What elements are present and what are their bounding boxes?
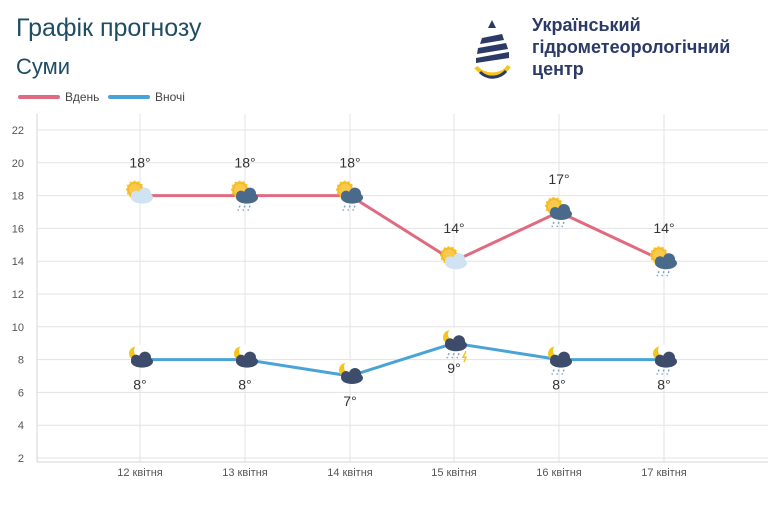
- legend-item-day[interactable]: Вдень: [18, 90, 99, 104]
- legend-label-night: Вночі: [155, 90, 185, 104]
- sun-cloud-icon: [440, 246, 467, 270]
- logo-line-1: Український: [532, 15, 641, 35]
- y-tick-label: 18: [12, 191, 24, 203]
- chart-title: Графік прогнозу: [16, 14, 202, 42]
- y-tick-label: 20: [12, 158, 24, 170]
- x-tick-label: 16 квітня: [536, 467, 582, 479]
- x-tick-label: 15 квітня: [431, 467, 477, 479]
- x-tick-label: 12 квітня: [117, 467, 163, 479]
- legend-label-day: Вдень: [65, 90, 100, 104]
- droplet-logo-icon: [474, 20, 511, 79]
- chart-series: 18° 18° 18° 14° 17° 14° 8° 8° 7° 9° 8° 8°: [126, 155, 677, 409]
- y-tick-label: 22: [12, 125, 24, 137]
- x-tick-label: 17 квітня: [641, 467, 687, 479]
- moon-cloud-rain-icon: [548, 344, 572, 375]
- y-tick-label: 12: [12, 289, 24, 301]
- x-tick-label: 14 квітня: [327, 467, 373, 479]
- moon-cloud-rain-icon: [653, 344, 677, 375]
- logo-line-2: гідрометеорологічний: [532, 37, 731, 57]
- logo-line-3: центр: [532, 59, 584, 79]
- chart-axes: 2 4 6 8 10 12 14 16 18 20 22 12 квітня 13 квітня 14 к…: [12, 125, 687, 479]
- y-tick-label: 8: [18, 355, 24, 367]
- sun-cloud-rain-icon: [545, 197, 572, 228]
- sun-cloud-rain-icon: [650, 246, 677, 277]
- y-tick-label: 16: [12, 223, 24, 235]
- legend-swatch-night: [108, 94, 150, 99]
- x-tick-label: 13 квітня: [222, 467, 268, 479]
- series-line-day: [140, 194, 665, 263]
- sun-cloud-rain-icon: [336, 180, 363, 211]
- y-tick-label: 6: [18, 387, 24, 399]
- data-label: 8°: [552, 377, 565, 393]
- data-label: 8°: [657, 377, 670, 393]
- sun-cloud-rain-icon: [231, 180, 258, 211]
- y-tick-label: 2: [18, 453, 24, 465]
- data-label: 14°: [443, 220, 464, 236]
- data-label: 9°: [447, 360, 460, 376]
- data-label: 8°: [238, 377, 251, 393]
- series-line-night: [140, 341, 664, 378]
- data-label: 14°: [653, 220, 674, 236]
- data-label: 8°: [133, 377, 146, 393]
- data-label: 18°: [339, 155, 360, 171]
- ukrhydromet-logo: Український гідрометеорологічний центр: [470, 14, 770, 84]
- data-label: 18°: [129, 155, 150, 171]
- y-tick-label: 14: [12, 256, 24, 268]
- sun-cloud-icon: [126, 180, 153, 204]
- y-tick-label: 10: [12, 322, 24, 334]
- y-tick-label: 4: [18, 420, 24, 432]
- moon-cloud-icon: [129, 344, 153, 368]
- legend-item-night[interactable]: Вночі: [108, 90, 185, 104]
- moon-cloud-icon: [234, 344, 258, 368]
- moon-cloud-rain-storm-icon: [443, 328, 468, 363]
- legend-swatch-day: [18, 94, 60, 99]
- city-name: Суми: [16, 54, 71, 79]
- moon-cloud-icon: [339, 361, 363, 384]
- data-label: 18°: [234, 155, 255, 171]
- data-label: 17°: [548, 171, 569, 187]
- data-label: 7°: [343, 393, 356, 409]
